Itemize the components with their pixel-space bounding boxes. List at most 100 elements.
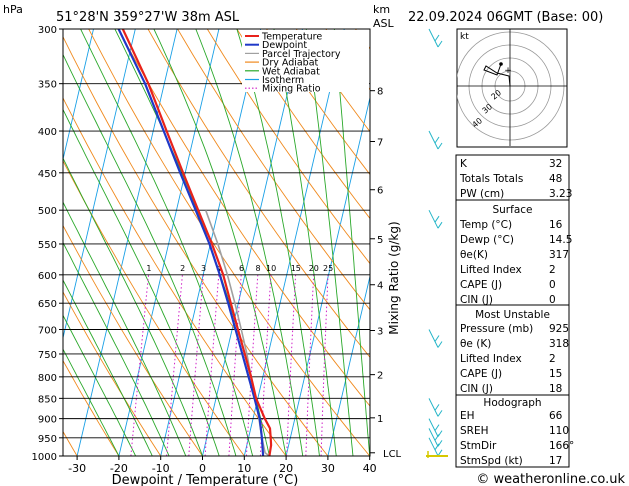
copyright-label: © weatheronline.co.uk bbox=[476, 472, 625, 486]
wind-barb bbox=[428, 28, 443, 48]
index-value: 48 bbox=[549, 173, 562, 185]
mixing-ratio-line bbox=[305, 274, 315, 456]
pressure-tick-label: 650 bbox=[38, 299, 57, 310]
legend-item-label: Wet Adiabat bbox=[262, 66, 320, 77]
temperature-axis-ticks: -30 -20 -10 0 10 20 30 40 bbox=[68, 456, 377, 475]
wind-barbs bbox=[426, 28, 448, 458]
index-label: SREH bbox=[460, 425, 489, 437]
index-label: Totals Totals bbox=[459, 173, 523, 185]
isotherm-line bbox=[0, 29, 10, 456]
surface-box bbox=[455, 199, 570, 306]
index-label: Dewp (°C) bbox=[460, 234, 514, 246]
mixing-ratio-label: 4 bbox=[216, 264, 221, 273]
legend-item-label: Isotherm bbox=[262, 75, 304, 86]
hodograph-stats-box bbox=[455, 394, 570, 468]
temperature-tick-label: -20 bbox=[110, 462, 128, 475]
temperature-tick-label: 0 bbox=[199, 462, 206, 475]
location-label: 51°28'N 359°27'W 38m ASL bbox=[56, 10, 240, 25]
pressure-tick-label: 900 bbox=[38, 415, 57, 426]
isotherm-line bbox=[285, 95, 370, 456]
storm-motion-marker: + bbox=[504, 66, 512, 76]
height-tick-label: 4 bbox=[377, 281, 383, 292]
mixing-ratio-label: 3 bbox=[201, 264, 206, 273]
isotherm-line bbox=[63, 29, 136, 340]
index-value: 2 bbox=[549, 264, 556, 276]
index-label: CIN (J) bbox=[460, 294, 493, 306]
hodograph-end-dot bbox=[499, 62, 503, 66]
hodograph-stats-title: Hodograph bbox=[483, 397, 541, 409]
temperature-tick-label: 20 bbox=[279, 462, 293, 475]
height-unit-km: km bbox=[373, 3, 390, 16]
index-label: CAPE (J) bbox=[460, 368, 502, 380]
wet-adiabat-line bbox=[63, 314, 137, 456]
dry-adiabat-line bbox=[236, 29, 370, 220]
index-value: 0 bbox=[549, 294, 556, 306]
mixing-ratio-line bbox=[320, 274, 329, 456]
mixing-ratio-line bbox=[286, 274, 297, 456]
index-value: 16 bbox=[549, 219, 563, 231]
pressure-tick-label: 550 bbox=[38, 240, 57, 251]
mixing-ratio-line bbox=[130, 274, 150, 456]
mixing-ratio-axis-title: Mixing Ratio (g/kg) bbox=[387, 221, 401, 334]
plot-frame bbox=[62, 28, 371, 457]
temperature-tick-label: 30 bbox=[321, 462, 335, 475]
index-value: 166° bbox=[549, 440, 574, 452]
isotherm-line bbox=[369, 452, 370, 456]
most-unstable-title: Most Unstable bbox=[475, 309, 550, 321]
mixing-ratio-labels: 1 2 3 4 6 8 10 15 20 25 bbox=[146, 264, 333, 273]
x-axis-title: Dewpoint / Temperature (°C) bbox=[112, 473, 299, 486]
pressure-tick-label: 450 bbox=[38, 169, 57, 180]
indices-table: K 32 Totals Totals 48 PW (cm) 3.23 Surface Temp… bbox=[455, 154, 574, 468]
temperature-tick-label: -10 bbox=[152, 462, 170, 475]
pressure-unit-label: hPa bbox=[3, 3, 23, 16]
pressure-tick-label: 600 bbox=[38, 271, 57, 282]
hodograph-unit-label: kt bbox=[460, 32, 469, 42]
pressure-tick-label: 1000 bbox=[32, 452, 57, 463]
pressure-tick-label: 750 bbox=[38, 350, 57, 361]
pressure-tick-label: 800 bbox=[38, 373, 57, 384]
pressure-axis-labels: 300 350 400 450 500 550 600 650 700 750 800 850 900 9… bbox=[32, 25, 63, 463]
mixing-ratio-line bbox=[166, 274, 183, 456]
legend-item-label: Mixing Ratio bbox=[262, 84, 321, 95]
height-axis-ticks: 8 7 6 5 4 3 2 1 LCL bbox=[370, 87, 402, 460]
mixing-ratio-line bbox=[228, 274, 242, 456]
mixing-ratio-label: 10 bbox=[266, 264, 276, 273]
height-tick-label: 6 bbox=[377, 186, 383, 197]
index-label: Temp (°C) bbox=[459, 219, 512, 231]
dry-adiabat-line bbox=[0, 29, 35, 456]
height-tick-label: 3 bbox=[377, 327, 383, 338]
mixing-ratio-label: 8 bbox=[255, 264, 260, 273]
dry-adiabat-line bbox=[206, 29, 370, 265]
valid-time-label: 22.09.2024 06GMT (Base: 00) bbox=[408, 10, 603, 25]
height-tick-label: 2 bbox=[377, 371, 383, 382]
index-label: θe (K) bbox=[460, 338, 491, 350]
wind-barb bbox=[428, 209, 443, 229]
index-value: 925 bbox=[549, 323, 569, 335]
dewpoint-line bbox=[117, 29, 265, 456]
pressure-tick-label: 350 bbox=[38, 80, 57, 91]
legend-item-label: Dewpoint bbox=[262, 40, 307, 51]
isotherm-line bbox=[63, 29, 94, 162]
isotherm-line bbox=[243, 29, 345, 456]
skewt-plot-area: 1 2 3 4 6 8 10 15 20 25 3003504004505005506006507… bbox=[0, 25, 402, 475]
mixing-ratio-label: 15 bbox=[291, 264, 301, 273]
index-value: 32 bbox=[549, 158, 562, 170]
index-label: θe(K) bbox=[460, 249, 488, 261]
index-label: EH bbox=[460, 410, 475, 422]
index-value: 0 bbox=[549, 279, 556, 291]
wind-barb bbox=[428, 398, 443, 417]
temperature-tick-label: 10 bbox=[237, 462, 251, 475]
indices-top-box bbox=[455, 154, 570, 201]
index-label: PW (cm) bbox=[460, 188, 504, 200]
legend-item-label: Temperature bbox=[261, 32, 322, 43]
pressure-tick-label: 950 bbox=[38, 434, 57, 445]
pressure-tick-label: 850 bbox=[38, 394, 57, 405]
index-value: 17 bbox=[549, 455, 562, 467]
pressure-tick-label: 700 bbox=[38, 326, 57, 337]
wind-barb bbox=[428, 428, 443, 447]
mixing-ratio-label: 2 bbox=[180, 264, 185, 273]
temperature-tick-label: 40 bbox=[363, 462, 377, 475]
mixing-ratio-label: 20 bbox=[309, 264, 319, 273]
pressure-tick-label: 500 bbox=[38, 206, 57, 217]
height-tick-label: 8 bbox=[377, 87, 383, 98]
